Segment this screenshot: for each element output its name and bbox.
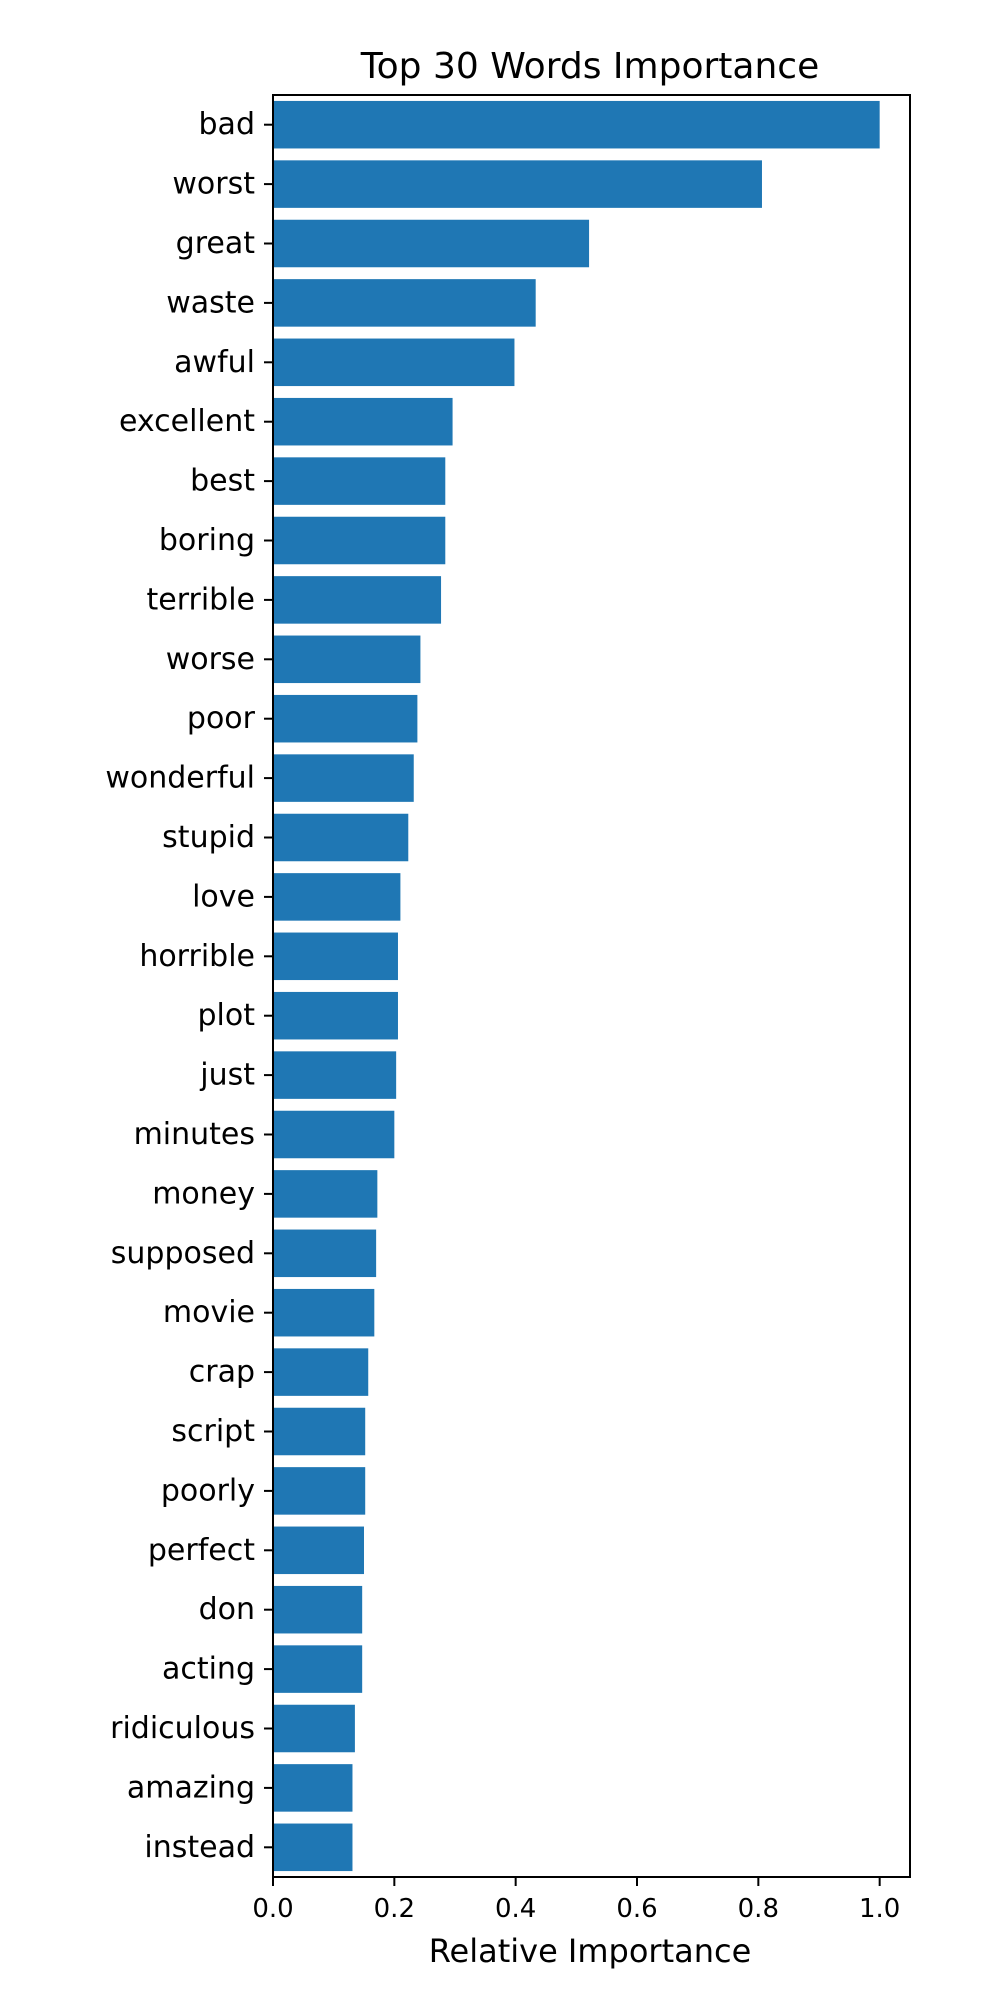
bar-money	[273, 1170, 378, 1218]
bar-worse	[273, 635, 421, 684]
y-tick-label: movie	[163, 1295, 255, 1330]
y-tick-label: great	[176, 226, 256, 261]
bar-poor	[273, 694, 418, 743]
bar-terrible	[273, 576, 442, 624]
y-tick-label: waste	[166, 285, 255, 320]
bar-supposed	[273, 1229, 377, 1278]
bar-instead	[273, 1823, 353, 1872]
bar-stupid	[273, 813, 409, 862]
y-tick-label: supposed	[111, 1236, 255, 1271]
y-tick-label: best	[190, 464, 255, 499]
bar-script	[273, 1407, 366, 1456]
plot-frame	[272, 94, 911, 1878]
bar-boring	[273, 516, 446, 565]
bar-just	[273, 1051, 397, 1099]
bar-amazing	[273, 1764, 353, 1812]
x-tick-label: 1.0	[859, 1894, 900, 1924]
y-tick-label: poorly	[161, 1473, 255, 1508]
x-tick-label: 0.2	[374, 1894, 415, 1924]
y-tick-label: script	[171, 1414, 255, 1449]
bar-excellent	[273, 397, 453, 446]
y-tick-label: stupid	[162, 820, 255, 855]
y-tick-label: horrible	[139, 939, 255, 974]
y-tick-label: bad	[199, 107, 255, 142]
y-tick-label: money	[152, 1176, 255, 1211]
y-tick-label: don	[199, 1592, 255, 1627]
bar-great	[273, 219, 590, 268]
x-tick-label: 0.6	[616, 1894, 657, 1924]
y-tick-label: perfect	[148, 1533, 255, 1568]
y-tick-label: ridiculous	[110, 1711, 255, 1746]
y-tick-label: plot	[198, 998, 256, 1033]
bar-bad	[273, 100, 880, 149]
x-tick-label: 0.4	[495, 1894, 536, 1924]
y-tick-label: just	[199, 1058, 255, 1093]
x-axis-label: Relative Importance	[429, 1932, 752, 1970]
x-tick-label: 0.0	[252, 1894, 293, 1924]
bar-movie	[273, 1288, 375, 1337]
y-tick-label: instead	[144, 1830, 255, 1865]
bar-crap	[273, 1348, 369, 1396]
y-tick-label: amazing	[127, 1770, 255, 1805]
y-tick-label: poor	[187, 701, 256, 736]
y-tick-label: worst	[172, 167, 255, 202]
bar-waste	[273, 279, 536, 327]
bar-ridiculous	[273, 1704, 355, 1753]
bar-acting	[273, 1645, 363, 1693]
y-tick-label: excellent	[119, 404, 255, 439]
bar-poorly	[273, 1467, 366, 1515]
y-tick-label: wonderful	[105, 761, 255, 796]
bars-layer	[273, 100, 880, 1872]
bar-don	[273, 1585, 363, 1634]
bar-awful	[273, 338, 515, 387]
y-tick-label: worse	[166, 642, 255, 677]
y-tick-label: crap	[189, 1355, 255, 1390]
bar-plot	[273, 991, 398, 1040]
x-tick-label: 0.8	[738, 1894, 779, 1924]
category-labels: bad worst great waste awful excellent best bori…	[105, 107, 273, 1865]
bar-wonderful	[273, 754, 414, 802]
x-axis-ticks: 0.0 0.2 0.4 0.6 0.8 1.0	[252, 1877, 900, 1924]
bar-horrible	[273, 932, 398, 981]
y-tick-label: terrible	[146, 582, 255, 617]
bar-worst	[273, 160, 762, 208]
y-tick-label: love	[192, 879, 255, 914]
bar-love	[273, 873, 401, 921]
y-tick-label: minutes	[134, 1117, 255, 1152]
bar-minutes	[273, 1110, 395, 1159]
bar-perfect	[273, 1526, 364, 1575]
y-tick-label: boring	[159, 523, 255, 558]
bar-best	[273, 457, 446, 505]
chart-title: Top 30 Words Importance	[360, 46, 819, 87]
y-tick-label: awful	[174, 345, 255, 380]
y-tick-label: acting	[162, 1652, 255, 1687]
